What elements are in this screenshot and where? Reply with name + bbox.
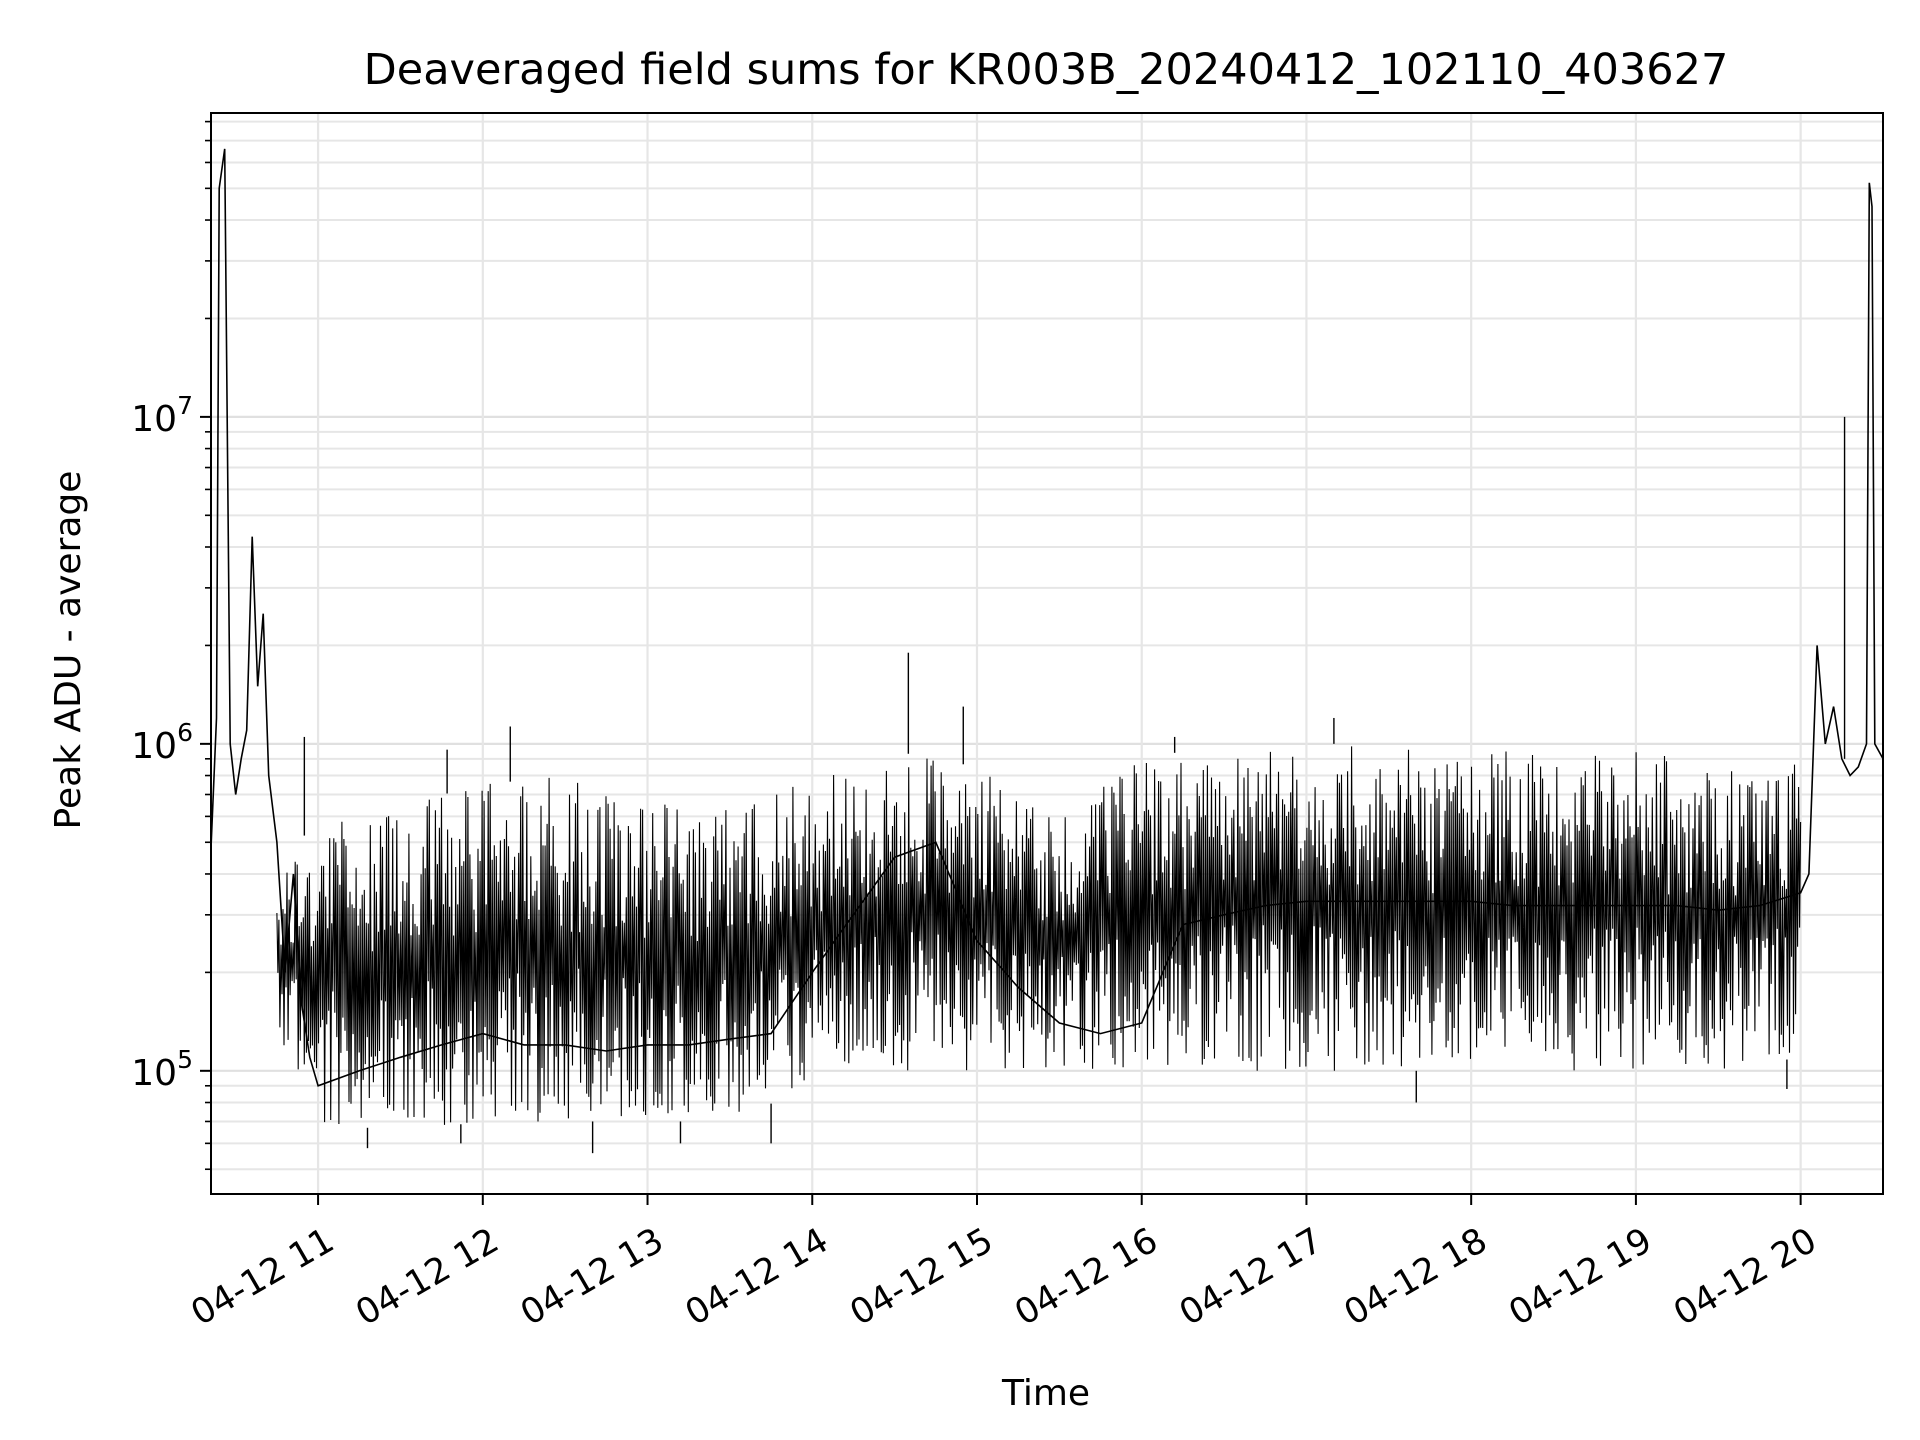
axes-frame — [210, 112, 1884, 1195]
y-axis-label: Peak ADU - average — [48, 471, 89, 830]
series-layer — [211, 148, 1883, 1154]
y-tick-label: 105 — [131, 1045, 193, 1094]
series-oscillation — [276, 746, 1802, 1125]
y-axis: 105 106 107 — [131, 120, 211, 1171]
series-group — [211, 148, 1883, 1154]
x-axis-label: Time — [1001, 1373, 1090, 1414]
y-tick-label: 107 — [131, 391, 193, 440]
y-tick-label: 106 — [131, 718, 193, 767]
chart-title: Deaveraged field sums for KR003B_2024041… — [364, 45, 1729, 95]
